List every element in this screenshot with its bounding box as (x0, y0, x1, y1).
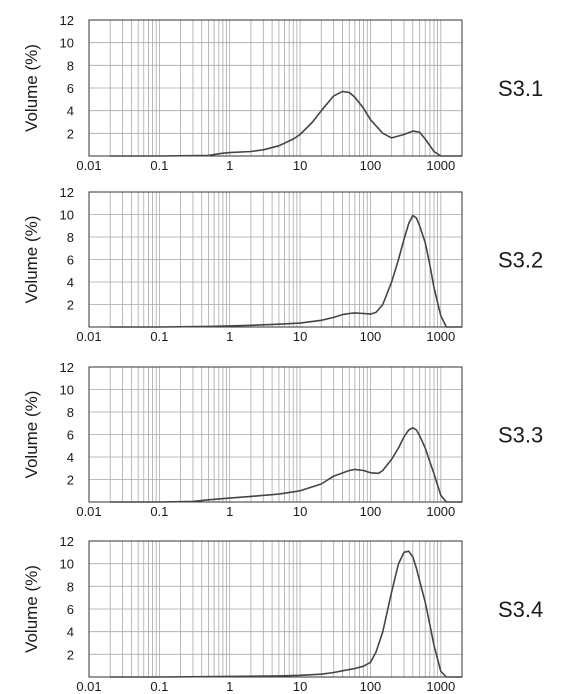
x-tick-label: 1000 (426, 329, 455, 344)
x-tick-label: 0.01 (76, 504, 101, 519)
y-axis-label: Volume (%) (22, 44, 41, 132)
y-tick-label: 10 (60, 36, 74, 51)
x-tick-label: 10 (293, 329, 307, 344)
x-tick-label: 0.1 (150, 329, 168, 344)
x-tick-label: 1000 (426, 679, 455, 694)
y-tick-label: 12 (60, 185, 74, 200)
x-tick-label: 0.01 (76, 329, 101, 344)
y-tick-label: 8 (67, 230, 74, 245)
series-line (110, 214, 462, 328)
series-line (110, 90, 462, 157)
panel-label: S3.3 (498, 423, 543, 448)
y-tick-label: 2 (67, 647, 74, 662)
x-tick-label: 100 (360, 679, 382, 694)
panel-3: 2 4 6 8 10 12 0.01 0.1 1 10 100 1000 Volume (%) S3.3 (22, 360, 543, 519)
x-tick-label: 0.1 (150, 679, 168, 694)
y-tick-label: 10 (60, 557, 74, 572)
plot-frame (88, 540, 463, 678)
x-tick-label: 0.1 (150, 504, 168, 519)
panel-label: S3.2 (498, 248, 543, 273)
y-axis-label: Volume (%) (22, 216, 41, 304)
x-tick-label: 1000 (426, 158, 455, 173)
plot-frame (88, 366, 463, 503)
y-tick-label: 2 (67, 473, 74, 488)
series-line (110, 426, 462, 503)
grid (88, 540, 463, 677)
x-tick-label: 0.1 (150, 158, 168, 173)
y-tick-label: 6 (67, 81, 74, 96)
panel-1: 2 4 6 8 10 12 0.01 0.1 1 10 100 1000 Volume (%) S3.1 (22, 13, 543, 173)
x-tick-label: 1 (226, 679, 233, 694)
plot-frame (88, 19, 463, 157)
x-tick-label: 0.01 (76, 679, 101, 694)
panel-2: 2 4 6 8 10 12 0.01 0.1 1 10 100 1000 Volume (%) S3.2 (22, 185, 543, 344)
grid (88, 191, 463, 327)
y-tick-label: 8 (67, 58, 74, 73)
y-tick-label: 4 (67, 275, 74, 290)
y-tick-label: 10 (60, 208, 74, 223)
y-tick-label: 10 (60, 383, 74, 398)
x-tick-label: 10 (293, 679, 307, 694)
x-tick-label: 1000 (426, 504, 455, 519)
x-tick-label: 1 (226, 158, 233, 173)
grid (88, 366, 463, 502)
y-tick-label: 8 (67, 579, 74, 594)
y-axis-label: Volume (%) (22, 391, 41, 479)
y-tick-label: 2 (67, 298, 74, 313)
y-tick-label: 4 (67, 104, 74, 119)
x-tick-label: 1 (226, 504, 233, 519)
plot-frame (88, 191, 463, 328)
y-tick-label: 6 (67, 253, 74, 268)
x-tick-label: 1 (226, 329, 233, 344)
y-tick-label: 4 (67, 625, 74, 640)
panel-label: S3.1 (498, 76, 543, 101)
x-tick-label: 10 (293, 504, 307, 519)
grid (88, 19, 463, 156)
x-tick-label: 0.01 (76, 158, 101, 173)
x-tick-label: 100 (360, 158, 382, 173)
y-tick-label: 12 (60, 360, 74, 375)
x-tick-label: 100 (360, 329, 382, 344)
series-line (110, 550, 462, 678)
y-axis-label: Volume (%) (22, 565, 41, 653)
panel-label: S3.4 (498, 597, 543, 622)
y-tick-label: 6 (67, 602, 74, 617)
x-tick-label: 100 (360, 504, 382, 519)
x-tick-label: 10 (293, 158, 307, 173)
y-tick-label: 4 (67, 450, 74, 465)
panel-4: 2 4 6 8 10 12 0.01 0.1 1 10 100 1000 Volume (%) S3.4 (22, 534, 543, 694)
y-tick-label: 6 (67, 428, 74, 443)
y-tick-label: 12 (60, 13, 74, 28)
y-tick-label: 2 (67, 126, 74, 141)
y-tick-label: 8 (67, 405, 74, 420)
y-tick-label: 12 (60, 534, 74, 549)
